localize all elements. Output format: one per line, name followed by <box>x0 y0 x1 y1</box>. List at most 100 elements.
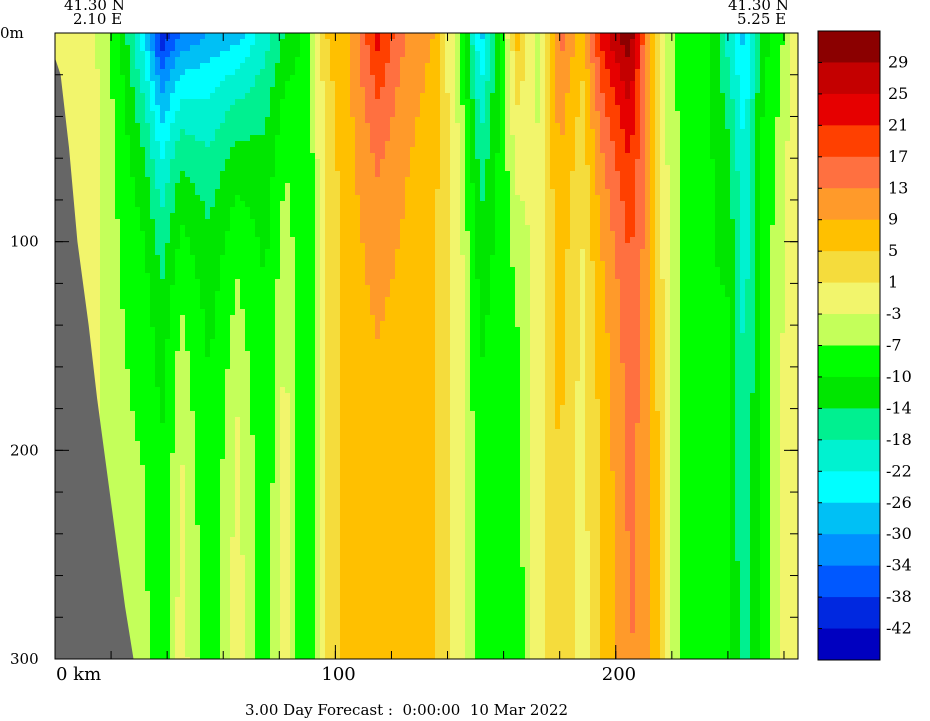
heatmap-cell <box>285 471 291 478</box>
heatmap-cell <box>275 249 281 256</box>
heatmap-cell <box>175 657 181 659</box>
heatmap-cell <box>115 147 121 154</box>
heatmap-cell <box>125 327 131 334</box>
heatmap-cell <box>175 627 181 634</box>
heatmap-cell <box>130 369 136 376</box>
heatmap-cell <box>125 105 131 112</box>
heatmap-cell <box>135 585 141 592</box>
heatmap-cell <box>95 165 101 172</box>
heatmap-cell <box>290 321 296 328</box>
heatmap-cell <box>170 447 176 454</box>
heatmap-cell <box>170 303 176 310</box>
heatmap-cell <box>110 459 116 466</box>
heatmap-cell <box>255 147 261 154</box>
heatmap-cell <box>290 363 296 370</box>
heatmap-cell <box>230 471 236 478</box>
heatmap-cell <box>220 117 226 124</box>
heatmap-cell <box>165 615 171 622</box>
heatmap-cell <box>235 627 241 634</box>
heatmap-cell <box>180 651 186 658</box>
heatmap-cell <box>200 537 206 544</box>
heatmap-cell <box>115 39 121 46</box>
heatmap-cell <box>280 387 286 394</box>
heatmap-cell <box>135 303 141 310</box>
heatmap-cell <box>170 291 176 298</box>
heatmap-cell <box>140 477 146 484</box>
heatmap-cell <box>235 405 241 412</box>
heatmap-cell <box>190 249 196 256</box>
heatmap-cell <box>285 633 291 640</box>
heatmap-cell <box>150 111 156 118</box>
heatmap-cell <box>190 171 196 178</box>
heatmap-cell <box>270 75 276 82</box>
heatmap-cell <box>275 633 281 640</box>
heatmap-cell <box>290 291 296 298</box>
heatmap-cell <box>230 369 236 376</box>
heatmap-cell <box>145 123 151 130</box>
heatmap-cell <box>125 477 131 484</box>
heatmap-cell <box>280 165 286 172</box>
heatmap-cell <box>170 183 176 190</box>
heatmap-cell <box>150 549 156 556</box>
heatmap-cell <box>185 51 191 58</box>
heatmap-cell <box>235 429 241 436</box>
heatmap-cell <box>210 501 216 508</box>
heatmap-cell <box>195 477 201 484</box>
heatmap-cell <box>165 321 171 328</box>
heatmap-cell <box>150 657 156 659</box>
heatmap-cell <box>205 303 211 310</box>
heatmap-cell <box>195 327 201 334</box>
heatmap-cell <box>215 249 221 256</box>
heatmap-cell <box>145 351 151 358</box>
heatmap-cell <box>155 345 161 352</box>
heatmap-cell <box>95 285 101 292</box>
heatmap-cell <box>130 519 136 526</box>
heatmap-cell <box>245 189 251 196</box>
heatmap-cell <box>285 57 291 64</box>
heatmap-cell <box>250 435 256 442</box>
heatmap-cell <box>175 165 181 172</box>
heatmap-cell <box>195 525 201 532</box>
heatmap-cell <box>205 543 211 550</box>
heatmap-cell <box>185 255 191 262</box>
heatmap-cell <box>260 483 266 490</box>
heatmap-cell <box>275 417 281 424</box>
heatmap-cell <box>250 573 256 580</box>
heatmap-cell <box>205 345 211 352</box>
heatmap-cell <box>140 579 146 586</box>
heatmap-cell <box>215 195 221 202</box>
heatmap-cell <box>215 189 221 196</box>
heatmap-cell <box>140 375 146 382</box>
heatmap-cell <box>260 225 266 232</box>
heatmap-cell <box>130 75 136 82</box>
heatmap-cell <box>130 177 136 184</box>
heatmap-cell <box>185 129 191 136</box>
heatmap-cell <box>285 225 291 232</box>
heatmap-cell <box>255 279 261 286</box>
heatmap-cell <box>215 51 221 58</box>
heatmap-cell <box>135 345 141 352</box>
heatmap-cell <box>180 609 186 616</box>
heatmap-cell <box>190 639 196 646</box>
heatmap-cell <box>130 387 136 394</box>
heatmap-cell <box>115 303 121 310</box>
heatmap-cell <box>120 207 126 214</box>
heatmap-cell <box>115 435 121 442</box>
heatmap-cell <box>115 165 121 172</box>
heatmap-cell <box>210 237 216 244</box>
heatmap-cell <box>155 291 161 298</box>
heatmap-cell <box>255 297 261 304</box>
heatmap-cell <box>115 327 121 334</box>
heatmap-cell <box>285 261 291 268</box>
heatmap-cell <box>105 279 111 286</box>
heatmap-cell <box>285 255 291 262</box>
heatmap-cell <box>150 159 156 166</box>
heatmap-cell <box>210 177 216 184</box>
heatmap-cell <box>275 231 281 238</box>
heatmap-cell <box>245 525 251 532</box>
heatmap-cell <box>80 45 86 52</box>
left-latitude-label: 41.30 N <box>64 0 125 14</box>
heatmap-cell <box>235 375 241 382</box>
heatmap-cell <box>200 375 206 382</box>
heatmap-cell <box>180 513 186 520</box>
